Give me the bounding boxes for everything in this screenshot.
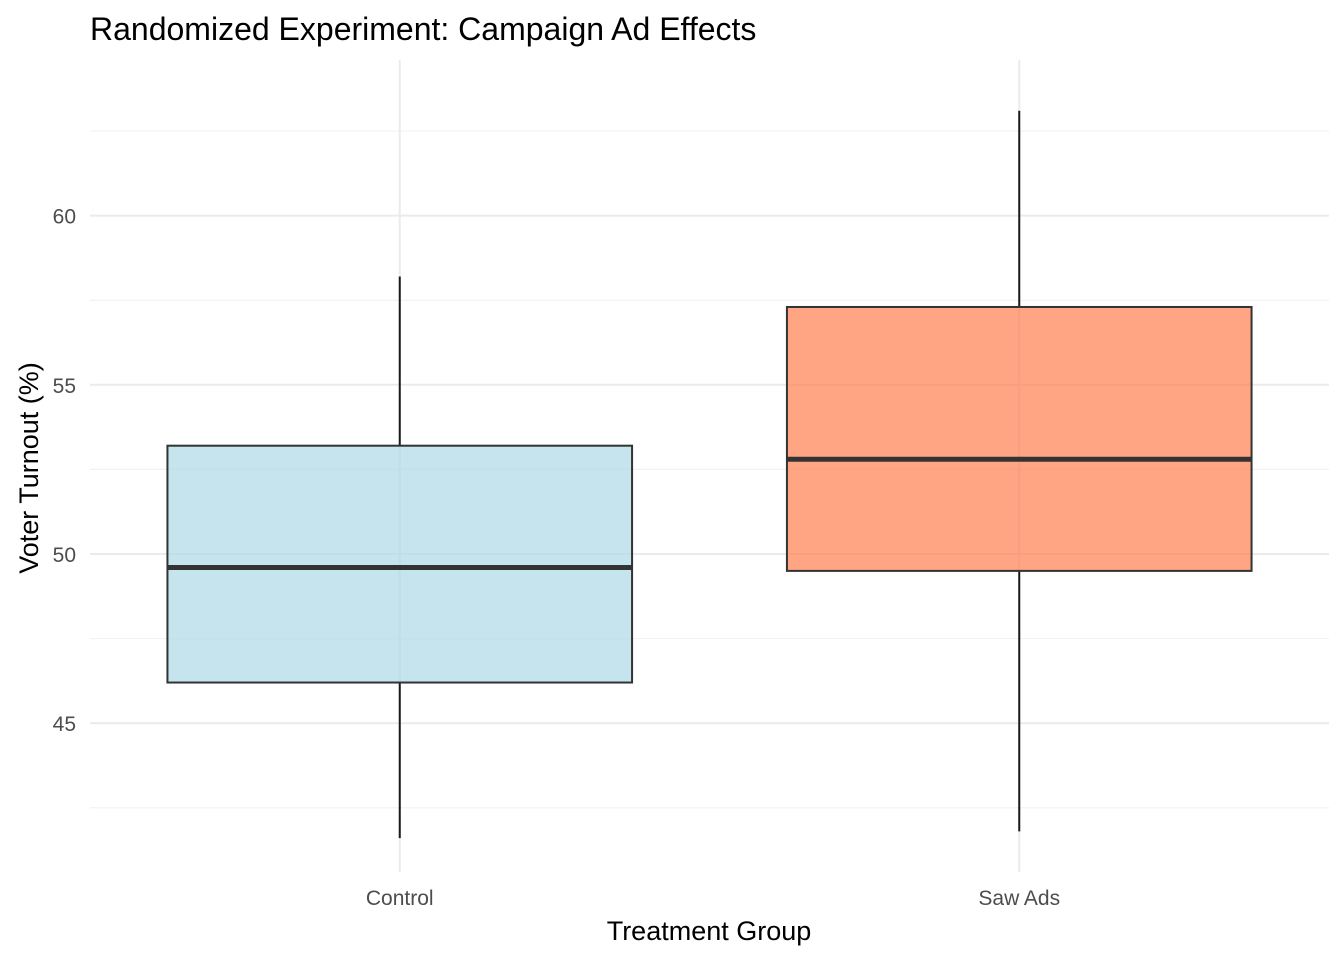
- x-tick-label-0: Control: [366, 887, 434, 910]
- x-axis-title: Treatment Group: [607, 916, 812, 946]
- x-tick-label-1: Saw Ads: [978, 887, 1060, 910]
- chart-title: Randomized Experiment: Campaign Ad Effec…: [90, 11, 756, 47]
- box-group-0: [166, 276, 634, 839]
- y-axis-ticks: 45 50 55 60: [53, 206, 76, 737]
- y-tick-label-45: 45: [53, 713, 76, 736]
- box-iqr-1: [785, 305, 1253, 572]
- box-group-1: [785, 110, 1253, 832]
- y-axis-title: Voter Turnout (%): [14, 362, 44, 574]
- box-series: [166, 110, 1253, 839]
- y-tick-label-55: 55: [53, 375, 76, 398]
- box-iqr-0: [166, 444, 634, 684]
- y-tick-label-60: 60: [53, 206, 76, 229]
- x-axis-ticks: Control Saw Ads: [366, 887, 1060, 910]
- y-tick-label-50: 50: [53, 544, 76, 567]
